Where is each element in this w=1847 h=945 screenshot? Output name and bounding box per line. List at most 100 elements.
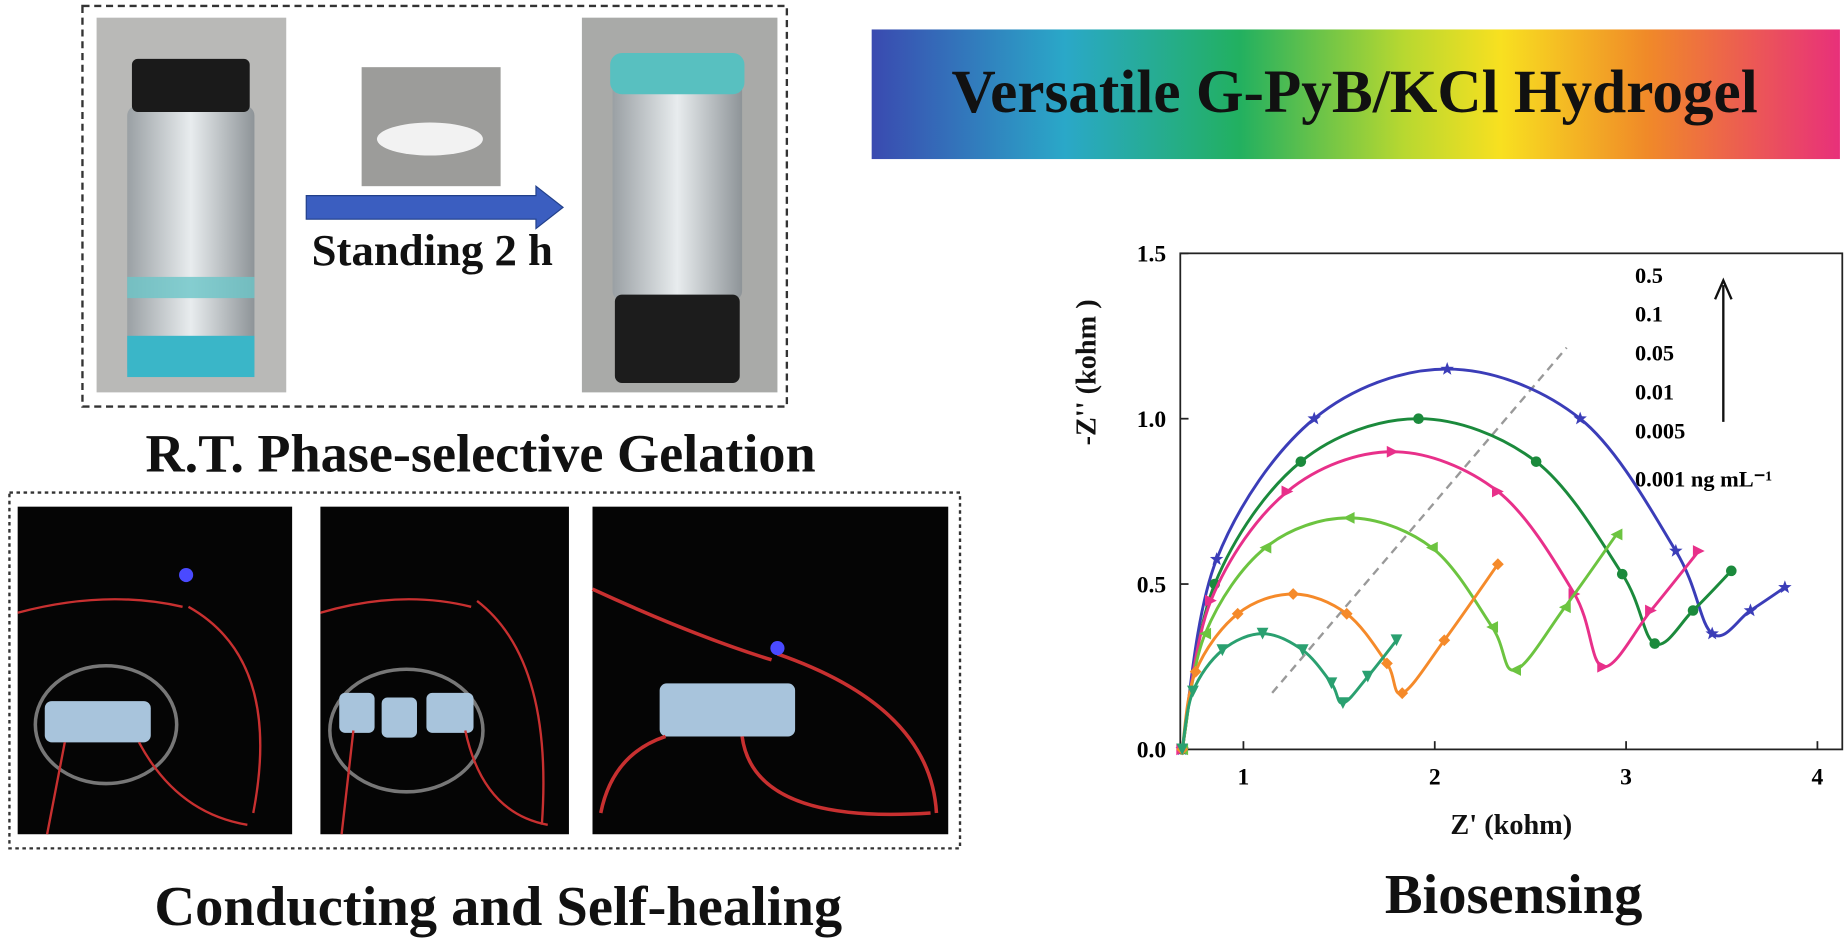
arrow-label: Standing 2 h <box>312 225 553 275</box>
x-tick-label: 4 <box>1812 765 1824 791</box>
gel <box>659 683 796 737</box>
marker <box>1205 594 1217 607</box>
y-tick-label: 1.5 <box>1137 242 1166 268</box>
led-glow <box>770 640 785 656</box>
marker <box>1486 621 1499 633</box>
panel-frame <box>8 491 962 850</box>
y-tick-label: 0.5 <box>1137 572 1166 598</box>
marker <box>1189 665 1202 678</box>
marker <box>1307 411 1321 425</box>
plot-frame <box>1179 252 1844 751</box>
gel-piece <box>339 692 375 733</box>
caption: Biosensing <box>1385 864 1643 926</box>
trend-arrow <box>1713 277 1733 422</box>
led-glow <box>179 567 194 583</box>
marker <box>1256 627 1269 640</box>
x-tick-label: 1 <box>1238 765 1250 791</box>
series-line <box>1180 367 1786 750</box>
marker <box>1778 580 1792 594</box>
dish <box>328 667 485 794</box>
marker <box>1187 685 1199 698</box>
marker <box>1597 660 1610 673</box>
marker <box>1687 605 1699 616</box>
guide-line <box>1271 346 1568 694</box>
wire <box>17 598 262 835</box>
marker <box>1610 528 1623 541</box>
gel <box>610 53 745 95</box>
title-banner <box>871 29 1840 160</box>
marker <box>1669 543 1683 557</box>
title: Versatile G-PyB/KCl Hydrogel <box>951 58 1757 126</box>
vial <box>612 64 743 301</box>
liquid-layer <box>127 276 255 299</box>
vial-cap <box>131 58 250 112</box>
marker <box>1209 552 1224 565</box>
marker <box>1337 697 1349 709</box>
marker <box>1692 545 1705 557</box>
legend-label: 0.001 ng mL⁻¹ <box>1635 467 1772 492</box>
legend-label: 0.005 <box>1635 418 1685 443</box>
marker <box>1645 604 1657 617</box>
legend-label: 0.5 <box>1635 263 1663 288</box>
gel-piece <box>381 697 417 738</box>
dish <box>33 663 179 786</box>
marker <box>1361 670 1374 683</box>
x-axis-title: Z' (kohm) <box>1450 810 1572 841</box>
marker <box>1342 512 1355 524</box>
marker <box>1216 644 1229 657</box>
arrow <box>305 184 565 230</box>
marker <box>1199 627 1212 640</box>
caption: R.T. Phase-selective Gelation <box>146 423 816 483</box>
marker <box>1390 634 1403 647</box>
wire <box>320 598 548 835</box>
marker <box>1649 638 1661 649</box>
series-line <box>1180 516 1618 750</box>
series-line <box>1180 450 1700 750</box>
marker <box>1231 607 1244 620</box>
marker <box>1509 664 1522 676</box>
liquid-layer <box>127 335 255 378</box>
panel-frame <box>81 4 789 408</box>
marker <box>1281 485 1294 498</box>
y-tick-label: 0.0 <box>1137 738 1166 764</box>
gel <box>44 701 151 743</box>
photo-circuit <box>592 506 949 835</box>
marker <box>1705 626 1719 640</box>
marker <box>1295 456 1307 467</box>
marker <box>1616 568 1628 580</box>
marker <box>1413 413 1424 424</box>
legend-label: 0.05 <box>1635 341 1674 366</box>
gel-piece <box>426 692 474 733</box>
marker <box>1440 362 1454 375</box>
caption: Conducting and Self-healing <box>154 876 842 938</box>
marker <box>1287 588 1300 600</box>
y-axis-title: -Z'' (kohm ) <box>1071 299 1102 445</box>
x-tick-label: 2 <box>1429 765 1441 791</box>
marker <box>1340 607 1353 620</box>
marker <box>1492 485 1504 498</box>
series-line <box>1180 417 1733 750</box>
marker <box>1386 445 1399 458</box>
photo-circuit <box>17 506 293 835</box>
legend-label: 0.01 <box>1635 379 1674 404</box>
series-line <box>1180 632 1398 750</box>
y-tick-label: 1.0 <box>1137 407 1166 433</box>
marker <box>1425 541 1438 554</box>
marker <box>1743 603 1758 617</box>
legend-label: 0.1 <box>1635 302 1663 327</box>
series-line <box>1180 563 1500 750</box>
vial <box>127 106 255 378</box>
marker <box>1176 743 1189 756</box>
vial-cap <box>614 294 740 383</box>
wire <box>591 587 939 817</box>
marker <box>1325 677 1338 690</box>
marker <box>1573 411 1587 425</box>
marker <box>1396 687 1409 700</box>
marker <box>1726 565 1737 577</box>
marker <box>1259 541 1272 554</box>
powder <box>376 122 483 156</box>
marker <box>1558 601 1571 614</box>
marker <box>1381 657 1393 670</box>
